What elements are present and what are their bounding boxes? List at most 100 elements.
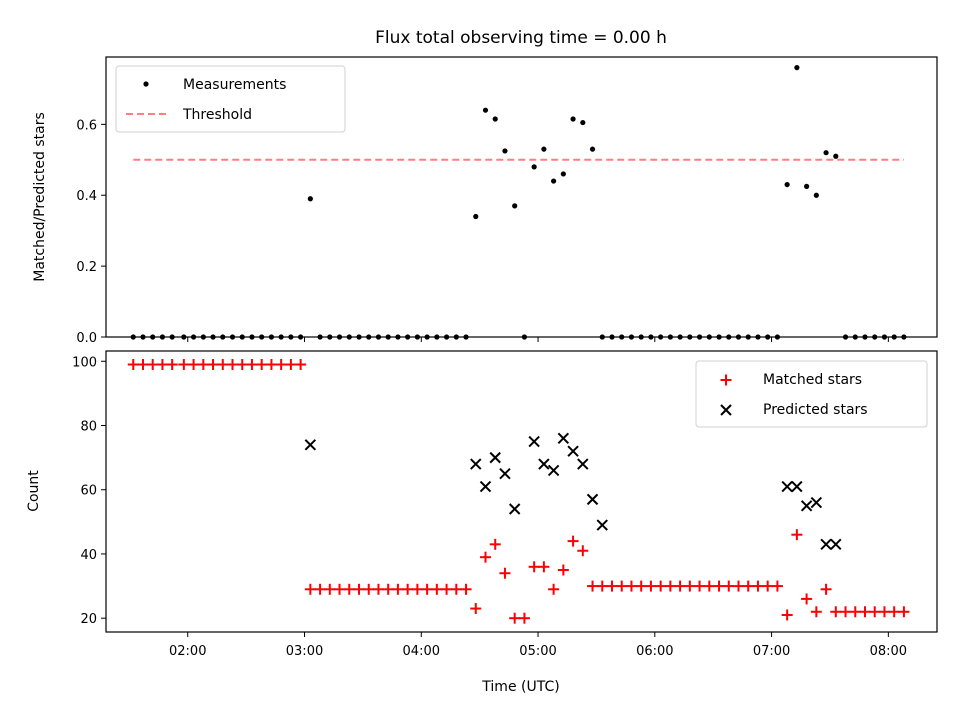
- matched-point: [830, 606, 842, 618]
- measurement-point: [560, 171, 566, 177]
- measurement-point: [502, 148, 508, 154]
- matched-point: [596, 580, 608, 592]
- bottom-y-tick-label: 20: [80, 612, 97, 627]
- predicted-point: [470, 458, 482, 470]
- bottom-y-axis-label: Count: [26, 470, 42, 512]
- matched-point: [334, 583, 346, 595]
- matched-point: [295, 358, 307, 370]
- bottom-y-tick-label: 100: [72, 355, 97, 370]
- top-y-tick-label: 0.6: [76, 118, 97, 133]
- predicted-point: [586, 493, 599, 506]
- predicted-point: [499, 467, 511, 480]
- matched-point: [655, 580, 667, 592]
- bottom-y-ticks: 20 40 60 80 100: [72, 355, 106, 627]
- top-legend-frame: [115, 65, 346, 133]
- matched-point: [256, 358, 268, 370]
- measurement-point: [307, 196, 313, 202]
- matched-point: [801, 593, 813, 605]
- matched-point: [411, 583, 423, 595]
- matched-point: [246, 358, 258, 370]
- measurement-point: [794, 65, 800, 71]
- chart-title: Flux total observing time = 0.00 h: [375, 28, 667, 48]
- bottom-marks: [127, 358, 910, 624]
- measurement-point: [473, 213, 479, 220]
- measurement-point: [492, 116, 498, 122]
- predicted-point: [810, 496, 823, 509]
- matched-point: [441, 583, 453, 595]
- matched-point: [674, 580, 686, 592]
- predicted-point: [538, 458, 550, 470]
- top-x-ticks: [187, 337, 889, 342]
- measurement-point: [580, 119, 586, 126]
- matched-point: [304, 583, 316, 595]
- predicted-point: [479, 480, 492, 493]
- predicted-point: [489, 451, 501, 464]
- matched-point: [684, 580, 696, 592]
- predicted-point: [547, 464, 560, 477]
- x-tick-label: 02:00: [169, 644, 206, 659]
- legend-marker-predicted: [720, 404, 732, 416]
- matched-point: [166, 358, 178, 370]
- matched-point: [207, 358, 219, 370]
- predicted-point: [567, 445, 579, 457]
- matched-point: [713, 580, 725, 592]
- predicted-point: [820, 538, 832, 551]
- matched-point: [217, 358, 229, 370]
- matched-point: [178, 358, 190, 370]
- matched-point: [645, 580, 657, 592]
- top-panel: 0.0 0.2 0.4 0.6 Matched/Predicted stars Mea…: [32, 56, 938, 346]
- matched-point: [587, 580, 599, 592]
- measurement-point: [823, 150, 829, 156]
- matched-point: [888, 606, 900, 618]
- matched-point: [236, 358, 248, 370]
- matched-point: [781, 609, 793, 621]
- matched-point: [752, 580, 764, 592]
- predicted-point: [557, 432, 570, 445]
- matched-point: [470, 603, 482, 615]
- matched-point: [402, 583, 414, 595]
- matched-point: [567, 535, 579, 547]
- x-tick-label: 03:00: [286, 644, 323, 659]
- matched-point: [479, 551, 491, 563]
- matched-point: [265, 358, 277, 370]
- matched-point: [606, 580, 618, 592]
- measurement-point: [589, 146, 596, 152]
- matched-point: [324, 583, 336, 595]
- matched-point: [625, 580, 637, 592]
- measurement-point: [804, 183, 810, 189]
- x-tick-label: 06:00: [636, 644, 673, 659]
- legend-label-measurements: Measurements: [183, 77, 286, 93]
- legend-label-matched: Matched stars: [763, 372, 862, 388]
- matched-point: [147, 358, 159, 370]
- matched-point: [742, 580, 754, 592]
- matched-point: [869, 606, 881, 618]
- matched-point: [275, 358, 287, 370]
- matched-point: [226, 358, 238, 370]
- predicted-point: [304, 439, 317, 451]
- bottom-y-tick-label: 60: [80, 484, 97, 499]
- measurement-point: [541, 146, 547, 152]
- matched-point: [382, 583, 394, 595]
- matched-point: [820, 583, 832, 595]
- matched-point: [723, 580, 735, 592]
- top-y-ticks: 0.0 0.2 0.4 0.6: [76, 118, 106, 346]
- top-y-axis-label: Matched/Predicted stars: [32, 112, 48, 282]
- bottom-y-tick-label: 80: [80, 420, 97, 435]
- matched-point: [616, 580, 628, 592]
- matched-point: [450, 583, 462, 595]
- top-axes-frame: [105, 56, 938, 338]
- matched-point: [548, 583, 560, 595]
- bottom-x-ticks: 02:00 03:00 04:00 05:00 06:00 07:00 08:00: [169, 632, 907, 659]
- x-tick-label: 05:00: [519, 644, 556, 659]
- top-y-tick-label: 0.0: [76, 331, 97, 346]
- predicted-point: [830, 538, 842, 551]
- matched-point: [878, 606, 890, 618]
- matched-point: [392, 583, 404, 595]
- bottom-legend-frame: [695, 360, 928, 428]
- matched-point: [188, 358, 200, 370]
- legend-label-predicted: Predicted stars: [763, 402, 868, 418]
- legend-predicted-glyph: [720, 404, 732, 416]
- matched-point: [732, 580, 744, 592]
- legend-marker-matched: [720, 374, 732, 386]
- matched-point: [518, 612, 530, 624]
